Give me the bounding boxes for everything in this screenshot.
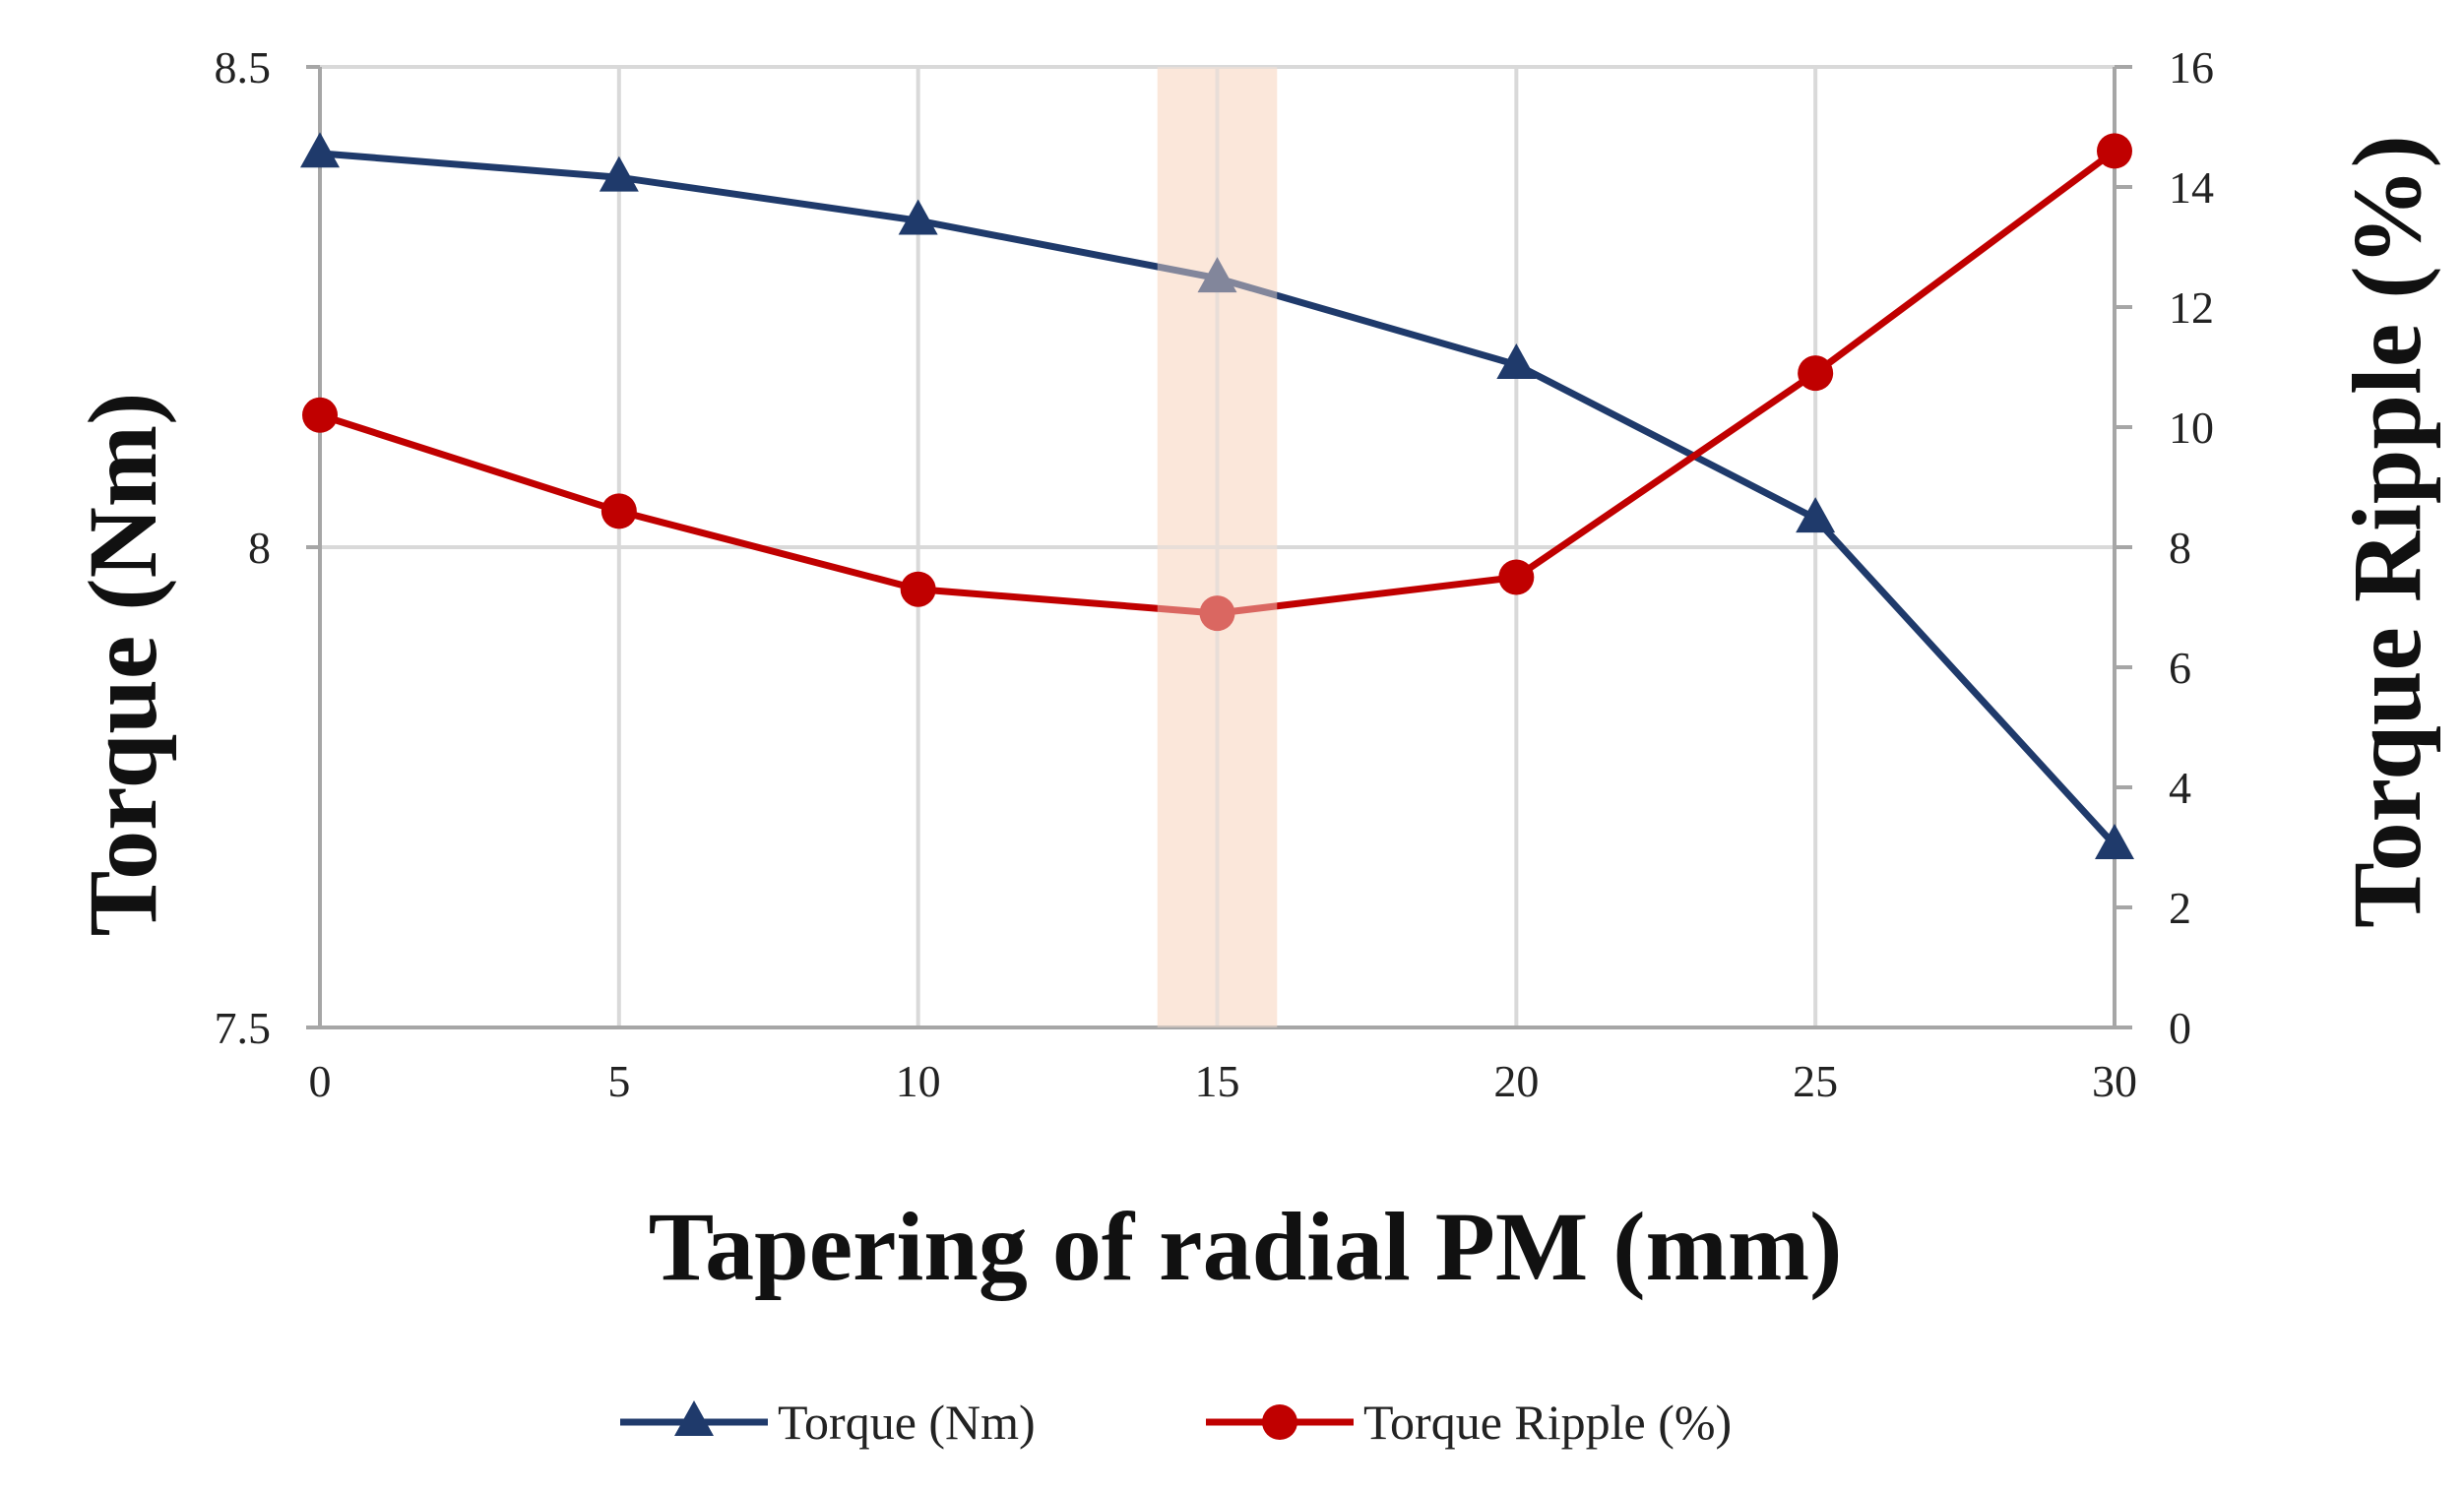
x-tick-label: 20: [1493, 1056, 1539, 1106]
right-y-tick-label: 4: [2169, 763, 2191, 813]
right-y-axis-title: Torque Ripple (%): [2332, 135, 2441, 928]
x-tick-label: 5: [607, 1056, 630, 1106]
highlight-overlay: [1157, 67, 1278, 1027]
legend-torque-ripple-marker: [1262, 1404, 1297, 1440]
right-y-tick-label: 8: [2169, 523, 2191, 573]
torque-ripple-point: [2097, 133, 2132, 169]
left-y-tick-labels: 7.5 8 8.5: [215, 42, 320, 1053]
left-y-tick-label: 8: [248, 523, 271, 573]
legend-torque-marker: [674, 1400, 714, 1436]
right-y-tick-label: 6: [2169, 643, 2191, 693]
left-y-axis-title: Torque (Nm): [68, 393, 177, 937]
torque-ripple-point: [900, 571, 936, 607]
x-tick-label: 25: [1793, 1056, 1838, 1106]
right-y-tick-label: 2: [2169, 883, 2191, 933]
torque-point: [1796, 497, 1836, 533]
left-y-tick-label: 8.5: [215, 42, 272, 93]
torque-point: [599, 155, 639, 192]
x-axis-title: Tapering of radial PM (mm): [649, 1192, 1843, 1301]
x-tick-label: 30: [2092, 1056, 2137, 1106]
torque-ripple-point: [302, 397, 338, 433]
torque-ripple-point: [1498, 559, 1535, 595]
x-tick-label: 10: [896, 1056, 941, 1106]
torque-point: [300, 132, 340, 168]
right-y-tick-label: 10: [2169, 403, 2214, 453]
torque-point: [1197, 257, 1237, 293]
series-layer: [300, 67, 2134, 1027]
right-y-tick-label: 12: [2169, 282, 2214, 333]
torque-point: [898, 199, 938, 235]
left-y-tick-label: 7.5: [215, 1003, 272, 1053]
torque-ripple-point: [600, 493, 637, 529]
torque-point: [2095, 823, 2134, 859]
torque-ripple-point: [1798, 355, 1834, 392]
x-tick-label: 0: [309, 1056, 332, 1106]
right-y-tick-label: 0: [2169, 1003, 2191, 1053]
right-y-tick-label: 14: [2169, 162, 2214, 213]
legend-torque-label: Torque (Nm): [778, 1395, 1036, 1450]
legend: Torque (Nm) Torque Ripple (%): [620, 1395, 1732, 1450]
x-tick-label: 15: [1195, 1056, 1240, 1106]
x-tick-labels: 0 5 10 15 20 25 30: [309, 1056, 2138, 1106]
legend-torque-ripple-label: Torque Ripple (%): [1363, 1395, 1732, 1450]
right-y-tick-label: 16: [2169, 42, 2214, 93]
torque-point: [1496, 342, 1537, 379]
torque-ripple-point: [1199, 595, 1235, 632]
right-y-tick-labels: 0 2 4 6 8 10 12 14 16: [2115, 42, 2214, 1053]
